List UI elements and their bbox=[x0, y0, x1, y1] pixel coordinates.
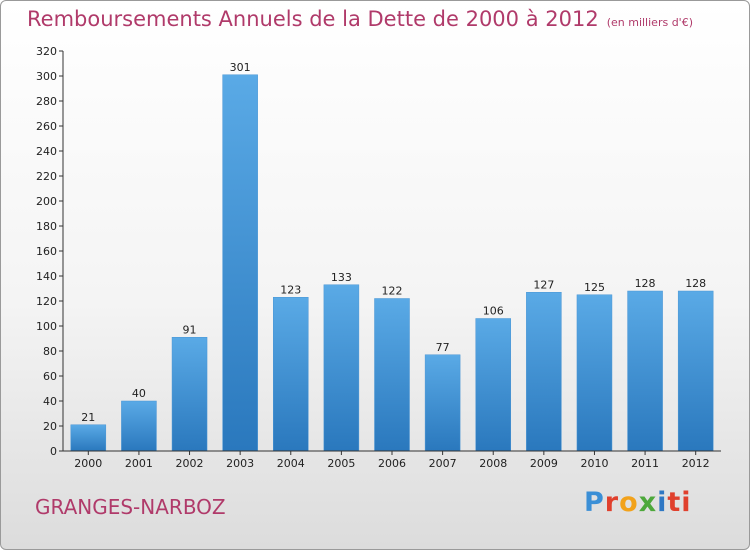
y-tick-label: 280 bbox=[36, 95, 57, 108]
bar-value-label: 77 bbox=[436, 341, 450, 354]
logo-letter: x bbox=[638, 487, 658, 518]
y-tick-label: 160 bbox=[36, 245, 57, 258]
y-tick-label: 60 bbox=[43, 370, 57, 383]
x-tick-label: 2011 bbox=[631, 457, 659, 470]
bars: 21 40 91 301 123 133 122 77 106 127 125 128 128 bbox=[70, 61, 714, 452]
logo-letter: i bbox=[657, 487, 668, 518]
x-axis: 2000 2001 2002 2003 2004 2005 2006 2007 2008 2009… bbox=[63, 450, 721, 470]
y-tick-label: 320 bbox=[36, 45, 57, 58]
x-tick-label: 2009 bbox=[530, 457, 558, 470]
bar-value-label: 133 bbox=[331, 271, 352, 284]
y-tick-label: 100 bbox=[36, 320, 57, 333]
y-tick-label: 80 bbox=[43, 345, 57, 358]
bar bbox=[677, 290, 714, 452]
proxiti-logo: Proxiti bbox=[584, 487, 692, 518]
bar-value-label: 127 bbox=[533, 278, 554, 291]
bar bbox=[70, 424, 107, 452]
chart-title-text: Remboursements Annuels de la Dette de 20… bbox=[27, 7, 599, 31]
chart-unit: (en milliers d'€) bbox=[606, 16, 693, 29]
bar-value-label: 122 bbox=[382, 285, 403, 298]
logo-letter: r bbox=[604, 487, 620, 518]
commune-name: GRANGES-NARBOZ bbox=[35, 495, 226, 519]
bar bbox=[171, 337, 208, 452]
bar bbox=[526, 292, 562, 452]
y-tick-label: 20 bbox=[43, 420, 57, 433]
y-tick-label: 40 bbox=[43, 395, 57, 408]
bar bbox=[475, 318, 511, 452]
y-tick-label: 140 bbox=[36, 270, 57, 283]
bar bbox=[424, 354, 461, 452]
bar-value-label: 123 bbox=[280, 283, 301, 296]
x-tick-label: 2004 bbox=[277, 457, 305, 470]
bar bbox=[374, 298, 410, 452]
y-tick-label: 180 bbox=[36, 220, 57, 233]
x-tick-label: 2002 bbox=[176, 457, 204, 470]
logo-letter: ti bbox=[667, 487, 692, 518]
x-tick-label: 2008 bbox=[479, 457, 507, 470]
logo-letter: o bbox=[619, 487, 639, 518]
x-tick-label: 2005 bbox=[327, 457, 355, 470]
x-tick-label: 2007 bbox=[429, 457, 457, 470]
bar bbox=[273, 297, 309, 452]
bar-value-label: 128 bbox=[685, 277, 706, 290]
y-tick-label: 240 bbox=[36, 145, 57, 158]
y-tick-label: 0 bbox=[50, 445, 57, 458]
bar bbox=[222, 74, 258, 452]
x-tick-label: 2001 bbox=[125, 457, 153, 470]
bar-value-label: 91 bbox=[183, 323, 197, 336]
x-tick-label: 2010 bbox=[580, 457, 608, 470]
x-tick-label: 2012 bbox=[682, 457, 710, 470]
y-axis: 0 20 40 60 80 100 120 140 160 180 200 220 240 260 280 3… bbox=[36, 45, 64, 458]
y-tick-label: 260 bbox=[36, 120, 57, 133]
x-tick-label: 2000 bbox=[74, 457, 102, 470]
bar-value-label: 21 bbox=[81, 411, 95, 424]
bar bbox=[121, 400, 157, 452]
bar-value-label: 301 bbox=[230, 61, 251, 74]
x-tick-label: 2003 bbox=[226, 457, 254, 470]
bar bbox=[323, 284, 360, 452]
x-tick-label: 2006 bbox=[378, 457, 406, 470]
bar-value-label: 125 bbox=[584, 281, 605, 294]
bar bbox=[576, 294, 613, 452]
bar bbox=[627, 290, 663, 452]
chart-title: Remboursements Annuels de la Dette de 20… bbox=[27, 7, 693, 31]
y-tick-label: 200 bbox=[36, 195, 57, 208]
y-tick-label: 300 bbox=[36, 70, 57, 83]
y-tick-label: 220 bbox=[36, 170, 57, 183]
logo-letter: P bbox=[584, 487, 605, 518]
bar-value-label: 106 bbox=[483, 305, 504, 318]
bar-value-label: 40 bbox=[132, 387, 146, 400]
bar-value-label: 128 bbox=[635, 277, 656, 290]
y-tick-label: 120 bbox=[36, 295, 57, 308]
